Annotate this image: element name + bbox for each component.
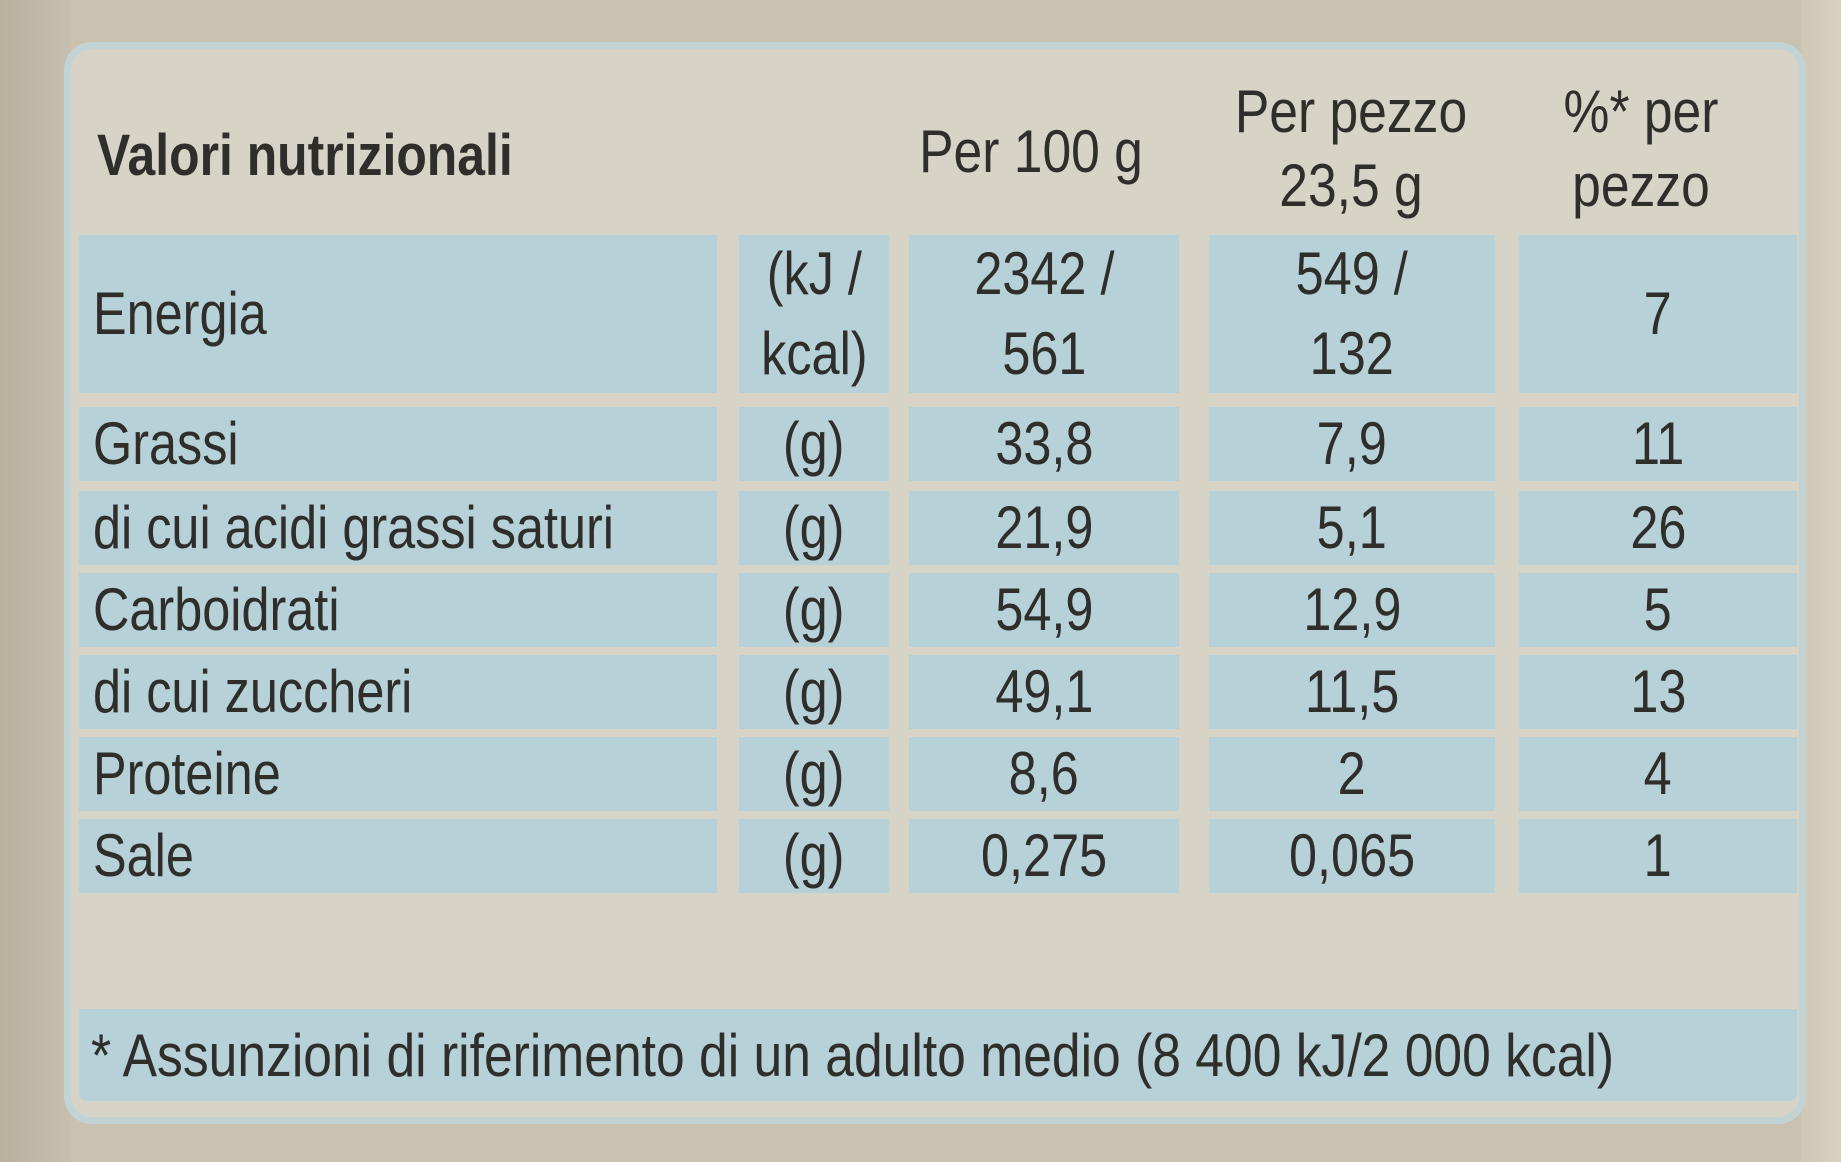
nutrient-label: di cui acidi grassi saturi xyxy=(93,494,615,561)
value-per-100g: 54,9 xyxy=(994,576,1094,643)
value-per-100g: 8,6 xyxy=(1008,740,1080,807)
nutrient-unit-cell: (g) xyxy=(739,407,889,481)
nutrient-unit-cell: (g) xyxy=(739,819,889,893)
value-per-100g: 2342 / 561 xyxy=(973,240,1115,387)
footnote-text: * Assunzioni di riferimento di un adulto… xyxy=(91,1021,1615,1089)
percent-per-piece-cell: 7 xyxy=(1519,235,1797,393)
nutrient-unit: (g) xyxy=(783,822,845,889)
value-per-100g-cell: 0,275 xyxy=(909,819,1179,893)
table-row: Carboidrati (g) 54,9 12,9 5 xyxy=(79,573,1797,647)
nutrient-label-cell: Carboidrati xyxy=(79,573,717,647)
table-row: di cui zuccheri (g) 49,1 11,5 13 xyxy=(79,655,1797,729)
percent-per-piece-cell: 11 xyxy=(1519,407,1797,481)
nutrient-unit-cell: (g) xyxy=(739,655,889,729)
percent-per-piece-cell: 1 xyxy=(1519,819,1797,893)
value-per-piece: 12,9 xyxy=(1302,576,1402,643)
value-per-piece: 7,9 xyxy=(1316,410,1388,477)
value-per-piece-cell: 12,9 xyxy=(1209,573,1495,647)
percent-per-piece: 7 xyxy=(1643,280,1673,347)
value-per-100g-cell: 54,9 xyxy=(909,573,1179,647)
value-per-100g: 49,1 xyxy=(994,658,1094,725)
nutrient-unit: (g) xyxy=(783,576,845,643)
nutrient-label: Proteine xyxy=(93,740,281,807)
column-header-per-piece: Per pezzo 23,5 g xyxy=(1234,78,1468,219)
nutrition-table-panel: Valori nutrizionali Per 100 g Per pezzo … xyxy=(64,42,1806,1124)
value-per-100g: 33,8 xyxy=(994,410,1094,477)
percent-per-piece-cell: 26 xyxy=(1519,491,1797,565)
table-row: Sale (g) 0,275 0,065 1 xyxy=(79,819,1797,893)
percent-per-piece: 1 xyxy=(1643,822,1673,889)
nutrient-label: Grassi xyxy=(93,410,239,477)
nutrient-unit: (g) xyxy=(783,494,845,561)
nutrient-label: Sale xyxy=(93,822,194,889)
percent-per-piece-cell: 4 xyxy=(1519,737,1797,811)
table-row: Proteine (g) 8,6 2 4 xyxy=(79,737,1797,811)
nutrient-label: di cui zuccheri xyxy=(93,658,413,725)
value-per-piece-cell: 5,1 xyxy=(1209,491,1495,565)
value-per-piece-cell: 7,9 xyxy=(1209,407,1495,481)
value-per-piece-cell: 0,065 xyxy=(1209,819,1495,893)
column-header-percent-per-piece: %* per pezzo xyxy=(1563,78,1719,219)
value-per-piece: 0,065 xyxy=(1288,822,1416,889)
footnote: * Assunzioni di riferimento di un adulto… xyxy=(79,1009,1797,1101)
nutrient-label: Energia xyxy=(93,280,267,347)
value-per-100g-cell: 33,8 xyxy=(909,407,1179,481)
nutrient-unit-cell: (kJ / kcal) xyxy=(739,235,889,393)
nutrient-unit-cell: (g) xyxy=(739,737,889,811)
table-row: Grassi (g) 33,8 7,9 11 xyxy=(79,407,1797,481)
nutrient-label-cell: Proteine xyxy=(79,737,717,811)
nutrient-label-cell: di cui zuccheri xyxy=(79,655,717,729)
value-per-100g: 0,275 xyxy=(980,822,1108,889)
percent-per-piece: 11 xyxy=(1631,410,1685,477)
nutrient-label-cell: Sale xyxy=(79,819,717,893)
table-row: Energia (kJ / kcal) 2342 / 561 549 / 132 7 xyxy=(79,235,1797,393)
value-per-piece: 549 / 132 xyxy=(1295,240,1409,387)
percent-per-piece: 13 xyxy=(1629,658,1687,725)
value-per-100g-cell: 2342 / 561 xyxy=(909,235,1179,393)
percent-per-piece-cell: 5 xyxy=(1519,573,1797,647)
percent-per-piece: 4 xyxy=(1643,740,1673,807)
value-per-piece-cell: 11,5 xyxy=(1209,655,1495,729)
percent-per-piece-cell: 13 xyxy=(1519,655,1797,729)
background-left-edge xyxy=(0,0,70,1162)
value-per-piece-cell: 549 / 132 xyxy=(1209,235,1495,393)
value-per-piece: 5,1 xyxy=(1316,494,1388,561)
nutrient-unit: (kJ / kcal) xyxy=(760,240,868,387)
value-per-piece: 2 xyxy=(1337,740,1367,807)
background-right-edge xyxy=(1801,0,1841,1162)
value-per-100g-cell: 8,6 xyxy=(909,737,1179,811)
value-per-100g: 21,9 xyxy=(994,494,1094,561)
nutrient-label-cell: di cui acidi grassi saturi xyxy=(79,491,717,565)
nutrient-unit: (g) xyxy=(783,658,845,725)
value-per-piece-cell: 2 xyxy=(1209,737,1495,811)
percent-per-piece: 5 xyxy=(1643,576,1673,643)
table-row: di cui acidi grassi saturi (g) 21,9 5,1 26 xyxy=(79,491,1797,565)
nutrient-label-cell: Grassi xyxy=(79,407,717,481)
nutrient-label: Carboidrati xyxy=(93,576,340,643)
nutrient-unit-cell: (g) xyxy=(739,491,889,565)
percent-per-piece: 26 xyxy=(1629,494,1687,561)
nutrient-unit-cell: (g) xyxy=(739,573,889,647)
column-header-per-100g: Per 100 g xyxy=(919,118,1143,185)
value-per-100g-cell: 49,1 xyxy=(909,655,1179,729)
value-per-piece: 11,5 xyxy=(1304,658,1400,725)
nutrient-label-cell: Energia xyxy=(79,235,717,393)
table-title: Valori nutrizionali xyxy=(97,123,513,188)
nutrient-unit: (g) xyxy=(783,410,845,477)
table-header: Valori nutrizionali Per 100 g Per pezzo … xyxy=(71,49,1799,239)
nutrient-unit: (g) xyxy=(783,740,845,807)
value-per-100g-cell: 21,9 xyxy=(909,491,1179,565)
